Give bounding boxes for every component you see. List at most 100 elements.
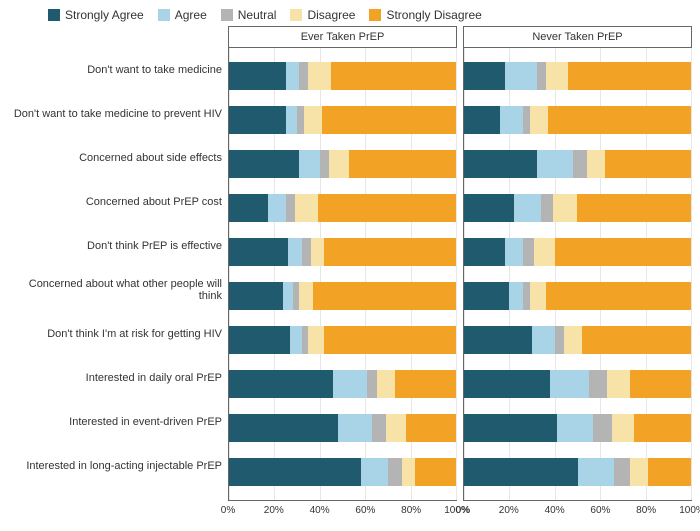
bar-segment-strongly_agree [464,326,532,354]
bar-segment-strongly_disagree [555,238,691,266]
bar-row [464,274,691,318]
panel-body [463,47,692,501]
category-label: Don't think PrEP is effective [8,224,228,268]
bar-segment-agree [361,458,388,486]
bar-segment-strongly_disagree [322,106,456,134]
bar-segment-neutral [299,62,308,90]
stacked-bar [464,282,691,310]
bar-segment-strongly_disagree [349,150,456,178]
x-tick-label: 100% [679,505,700,516]
bar-segment-disagree [587,150,605,178]
bar-segment-strongly_agree [464,414,557,442]
bar-segment-agree [505,62,537,90]
bar-segment-agree [578,458,614,486]
bar-segment-strongly_disagree [318,194,456,222]
stacked-bar [464,62,691,90]
bar-segment-neutral [541,194,552,222]
bar-segment-strongly_disagree [415,458,456,486]
bar-segment-strongly_agree [229,326,290,354]
bar-segment-agree [532,326,555,354]
bar-segment-strongly_disagree [648,458,691,486]
bar-segment-agree [299,150,319,178]
strongly_agree-swatch [48,9,60,21]
y-axis-labels: Don't want to take medicineDon't want to… [8,26,228,523]
bar-segment-strongly_disagree [395,370,456,398]
bar-row [464,98,691,142]
bar-segment-strongly_disagree [324,326,456,354]
bar-segment-neutral [573,150,587,178]
bar-segment-agree [268,194,286,222]
bar-segment-neutral [293,282,300,310]
bar-segment-agree [514,194,541,222]
stacked-bar [464,458,691,486]
bar-segment-strongly_disagree [568,62,691,90]
bar-segment-strongly_agree [229,238,288,266]
x-tick-label: 60% [355,505,375,516]
bar-segment-disagree [564,326,582,354]
bar-segment-strongly_disagree [406,414,456,442]
bar-segment-agree [286,106,297,134]
category-label: Don't want to take medicine to prevent H… [8,92,228,136]
bar-segment-strongly_agree [464,194,514,222]
stacked-bar [464,106,691,134]
bar-segment-disagree [329,150,349,178]
bar-row [229,362,456,406]
bar-segment-strongly_disagree [548,106,691,134]
panel-body [228,47,457,501]
bar-row [229,54,456,98]
bar-segment-disagree [311,238,325,266]
bar-segment-strongly_disagree [582,326,691,354]
panels-container: Ever Taken PrEP0%20%40%60%80%100% Never T… [228,26,692,523]
bar-segment-disagree [377,370,395,398]
bar-segment-disagree [530,282,546,310]
bar-segment-agree [286,62,300,90]
bar-segment-agree [333,370,367,398]
bar-segment-strongly_agree [229,194,268,222]
bar-segment-disagree [630,458,648,486]
stacked-bar [229,458,456,486]
bar-segment-agree [557,414,593,442]
x-tick-label: 60% [590,505,610,516]
legend-item: Disagree [290,8,355,22]
bar-segment-strongly_agree [229,106,286,134]
legend: Strongly AgreeAgreeNeutralDisagreeStrong… [48,8,692,22]
stacked-bar [464,326,691,354]
bar-row [464,186,691,230]
stacked-bar [464,194,691,222]
bar-row [464,142,691,186]
bar-segment-agree [338,414,372,442]
panel-title: Never Taken PrEP [463,26,692,47]
bar-row [229,98,456,142]
bar-segment-disagree [308,326,324,354]
bar-row [464,54,691,98]
category-label: Interested in daily oral PrEP [8,356,228,400]
bar-segment-strongly_agree [229,62,286,90]
bar-segment-neutral [523,106,530,134]
bar-segment-strongly_disagree [605,150,691,178]
bar-segment-disagree [295,194,318,222]
chart: Don't want to take medicineDon't want to… [8,26,692,523]
panel-title: Ever Taken PrEP [228,26,457,47]
bar-segment-neutral [297,106,304,134]
x-tick-label: 20% [499,505,519,516]
bar-segment-disagree [530,106,548,134]
x-tick-label: 20% [264,505,284,516]
legend-label: Agree [175,8,207,22]
bar-row [464,230,691,274]
panel: Ever Taken PrEP0%20%40%60%80%100% [228,26,457,523]
neutral-swatch [221,9,233,21]
legend-item: Strongly Agree [48,8,144,22]
bar-segment-strongly_disagree [634,414,691,442]
bar-segment-neutral [302,238,311,266]
stacked-bar [229,282,456,310]
agree-swatch [158,9,170,21]
bar-segment-strongly_agree [464,150,537,178]
bar-segment-strongly_agree [464,106,500,134]
bar-segment-strongly_disagree [546,282,691,310]
bar-segment-strongly_agree [464,62,505,90]
x-tick-label: 0% [456,505,470,516]
bar-row [229,230,456,274]
bar-row [464,450,691,494]
bar-row [464,406,691,450]
bar-segment-strongly_disagree [331,62,456,90]
